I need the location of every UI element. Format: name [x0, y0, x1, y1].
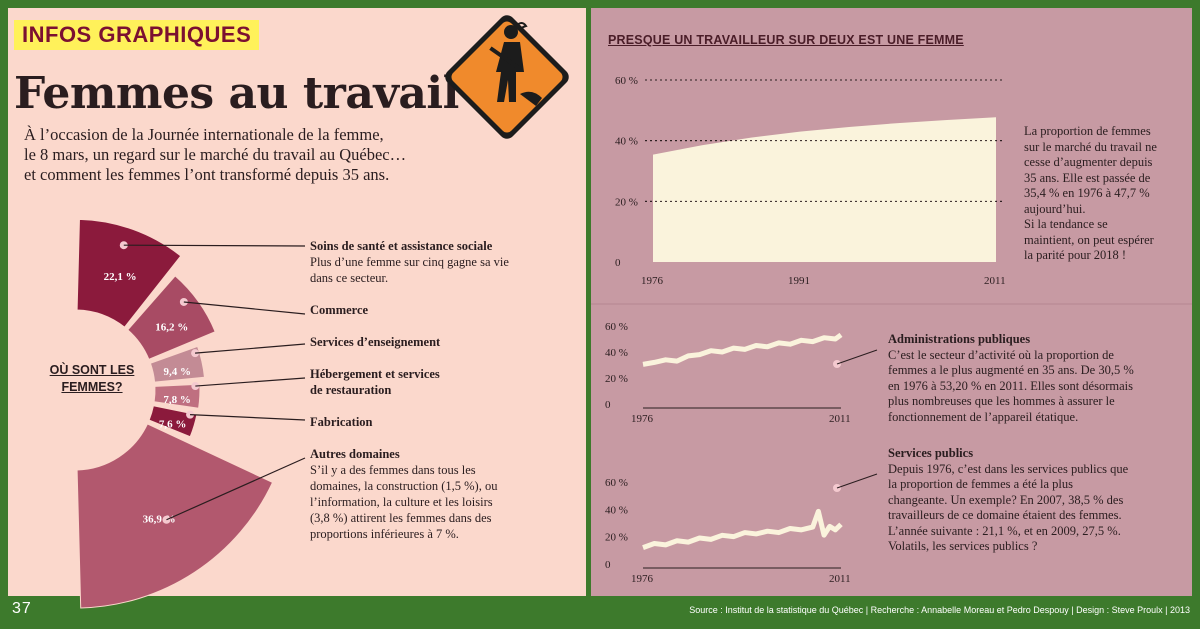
segment-heading: de restauration — [310, 383, 392, 397]
intro-text: À l’occasion de la Journée international… — [24, 125, 424, 185]
y-tick-label: 20 % — [605, 373, 628, 385]
x-tick-label: 1976 — [631, 573, 654, 585]
note-line: changeante. Un exemple? En 2007, 38,5 % … — [888, 492, 1124, 507]
admin-note: Administrations publiques C’est le secte… — [888, 332, 1188, 425]
x-tick-label: 2011 — [829, 413, 851, 425]
note-line: aujourd’hui. — [1024, 201, 1086, 216]
leader-line — [166, 457, 306, 521]
x-tick-label: 1976 — [631, 413, 654, 425]
main-chart-note: La proportion de femmes sur le marché du… — [1024, 124, 1184, 264]
leader-line — [195, 343, 306, 354]
line-series — [642, 508, 843, 550]
note-line: cesse d’augmenter depuis — [1024, 155, 1153, 169]
segment-heading: Commerce — [310, 303, 369, 317]
public-services-note: Services publics Depuis 1976, c’est dans… — [888, 446, 1188, 555]
main-chart-title: PRESQUE UN TRAVAILLEUR SUR DEUX EST UNE … — [608, 33, 964, 47]
leader-line — [123, 244, 306, 247]
y-tick-label: 40 % — [605, 504, 628, 516]
segment-value: 7,6 % — [159, 418, 187, 430]
y-tick-label: 20 % — [615, 196, 638, 208]
note-line: sur le marché du travail ne — [1024, 139, 1157, 154]
x-tick-label: 2011 — [984, 275, 1006, 287]
y-tick-label: 40 % — [615, 136, 638, 148]
note-line: La proportion de femmes — [1024, 124, 1151, 138]
note-line: en 1976 à 53,20 % en 2011. Elles sont dé… — [888, 378, 1133, 393]
x-tick-label: 1976 — [641, 275, 664, 287]
note-line: plus nombreuses que les hommes à assurer… — [888, 394, 1115, 408]
note-line: 35 ans. Elle est passée de — [1024, 170, 1151, 185]
y-tick-label: 0 — [605, 399, 611, 411]
segment-heading: Hébergement et services — [310, 367, 440, 381]
segment-desc: domaines, la construction (1,5 %), ou — [310, 479, 498, 493]
y-tick-label: 40 % — [605, 347, 628, 359]
note-line: Depuis 1976, c’est dans les services pub… — [888, 461, 1129, 476]
leader-line — [195, 377, 306, 387]
page-number: 37 — [12, 600, 32, 617]
y-tick-label: 60 % — [605, 477, 628, 489]
x-tick-label: 1991 — [788, 275, 810, 287]
segment-heading: Fabrication — [310, 415, 373, 429]
footer-credits: Source : Institut de la statistique du Q… — [689, 605, 1190, 615]
intro-line: À l’occasion de la Journée international… — [24, 125, 384, 144]
annotation-line — [836, 473, 878, 489]
segment-value: 22,1 % — [104, 271, 137, 283]
worker-sign-icon — [445, 15, 569, 139]
segment-value: 36,9 % — [143, 514, 176, 526]
right-panel — [591, 8, 1192, 596]
y-tick-label: 60 % — [615, 75, 638, 87]
leader-line — [183, 301, 306, 315]
segment-label-health: Soins de santé et assistance sociale Plu… — [310, 238, 509, 286]
segment-heading: Autres domaines — [310, 447, 400, 461]
line-series — [642, 332, 843, 367]
y-tick-label: 0 — [605, 559, 611, 571]
segment-desc: Plus d’une femme sur cinq gagne sa vie — [310, 255, 509, 269]
donut-segment — [76, 218, 182, 328]
note-line: C’est le secteur d’activité où la propor… — [888, 347, 1114, 362]
x-tick-label: 2011 — [829, 573, 851, 585]
segment-heading: Services d’enseignement — [310, 335, 441, 349]
segment-label-manufacturing: Fabrication — [310, 414, 373, 430]
sector-donut-chart: 22,1 % 16,2 % 9,4 % 7,8 % 7,6 % 36,9 % — [76, 218, 306, 609]
segment-desc: l’information, la culture et les loisirs — [310, 495, 493, 509]
segment-label-commerce: Commerce — [310, 302, 368, 318]
y-tick-label: 20 % — [605, 532, 628, 544]
note-line: L’année suivante : 21,1 %, et en 2009, 2… — [888, 523, 1121, 538]
note-line: Si la tendance se — [1024, 217, 1108, 231]
segment-heading: Soins de santé et assistance sociale — [310, 239, 493, 253]
annotation-line — [836, 349, 878, 365]
note-line: la proportion de femmes a été la plus — [888, 477, 1074, 491]
segment-value: 7,8 % — [163, 394, 191, 406]
note-heading: Services publics — [888, 446, 974, 460]
note-line: Volatils, les services publics ? — [888, 539, 1038, 553]
note-line: fonctionnement de l’appareil étatique. — [888, 409, 1079, 424]
area-series — [653, 117, 996, 262]
leader-line — [190, 414, 306, 421]
donut-segment — [127, 275, 216, 360]
note-heading: Administrations publiques — [888, 332, 1031, 346]
segment-desc: proportions inférieures à 7 %. — [310, 527, 459, 541]
section-tag: INFOS GRAPHIQUES — [14, 20, 260, 50]
segment-value: 9,4 % — [164, 366, 192, 378]
segment-desc: (3,8 %) attirent les femmes dans des — [310, 511, 492, 525]
segment-desc: S’il y a des femmes dans tous les — [310, 463, 476, 477]
note-line: 35,4 % en 1976 à 47,7 % — [1024, 186, 1150, 200]
y-tick-label: 60 % — [605, 321, 628, 333]
note-line: la parité pour 2018 ! — [1024, 248, 1127, 262]
intro-line: le 8 mars, un regard sur le marché du tr… — [24, 145, 407, 164]
segment-label-hospitality: Hébergement et services de restauration — [310, 366, 440, 398]
segment-label-other: Autres domaines S’il y a des femmes dans… — [310, 446, 497, 542]
segment-value: 16,2 % — [155, 321, 188, 333]
segment-desc: dans ce secteur. — [310, 271, 389, 285]
note-line: maintient, on peut espérer — [1024, 232, 1154, 247]
note-line: travailleurs de ce domaine étaient des f… — [888, 508, 1122, 522]
note-line: femmes a le plus augmenté en 35 ans. De … — [888, 363, 1134, 377]
donut-center-label: OÙ SONT LES FEMMES? — [49, 363, 135, 394]
y-tick-label: 0 — [615, 257, 621, 269]
page-title: Femmes au travail — [14, 68, 459, 119]
segment-label-education: Services d’enseignement — [310, 334, 440, 350]
donut-segment — [149, 345, 205, 383]
intro-line: et comment les femmes l’ont transformé d… — [24, 165, 390, 184]
charts-area: 0 20 % 40 % 60 % 1976 1991 2011 0 20 % 40 % 60 % 19… — [591, 75, 1192, 585]
donut-segment — [148, 405, 198, 438]
